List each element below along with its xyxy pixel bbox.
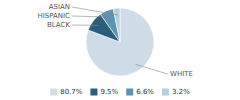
leader-line [72, 25, 98, 26]
legend: 80.7% 9.5% 6.6% 3.2% [50, 88, 190, 96]
slice-labels: ASIANHISPANICBLACK WHITE [37, 3, 192, 78]
leader-line [136, 64, 168, 74]
slice-label: HISPANIC [37, 12, 70, 20]
slice-label: BLACK [47, 21, 70, 29]
legend-label: 6.6% [136, 88, 154, 96]
pie-slice [86, 8, 154, 76]
chart: ASIANHISPANICBLACK WHITE 80.7% 9.5% 6.6% 3.2% [0, 0, 240, 100]
legend-item: 80.7% [50, 88, 83, 96]
legend-label: 9.5% [100, 88, 118, 96]
legend-swatch [50, 89, 57, 96]
slice-label: WHITE [170, 70, 193, 78]
legend-label: 3.2% [172, 88, 190, 96]
slice-label: ASIAN [49, 3, 70, 11]
legend-item: 9.5% [90, 88, 118, 96]
legend-swatch [162, 89, 169, 96]
legend-item: 3.2% [162, 88, 190, 96]
legend-item: 6.6% [126, 88, 154, 96]
pie [86, 8, 154, 76]
legend-swatch [126, 89, 133, 96]
leader-line [72, 16, 109, 17]
legend-swatch [90, 89, 97, 96]
leader-line [72, 7, 117, 15]
legend-label: 80.7% [60, 88, 83, 96]
pie-slice [113, 8, 120, 42]
